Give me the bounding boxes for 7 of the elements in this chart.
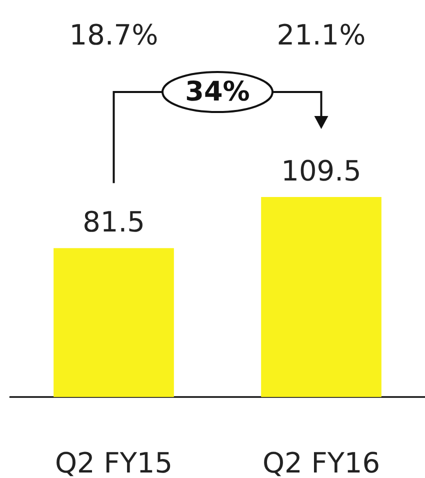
text: 21.1% [276, 18, 366, 52]
text: 34% [185, 76, 250, 108]
x-tick-label: Q2 FY16 [262, 446, 380, 478]
text: 18.7% [69, 18, 158, 52]
data-label: 109.5 [281, 154, 362, 188]
x-tick-label: Q2 FY15 [54, 446, 173, 478]
data-label: 81.5 [82, 206, 145, 239]
